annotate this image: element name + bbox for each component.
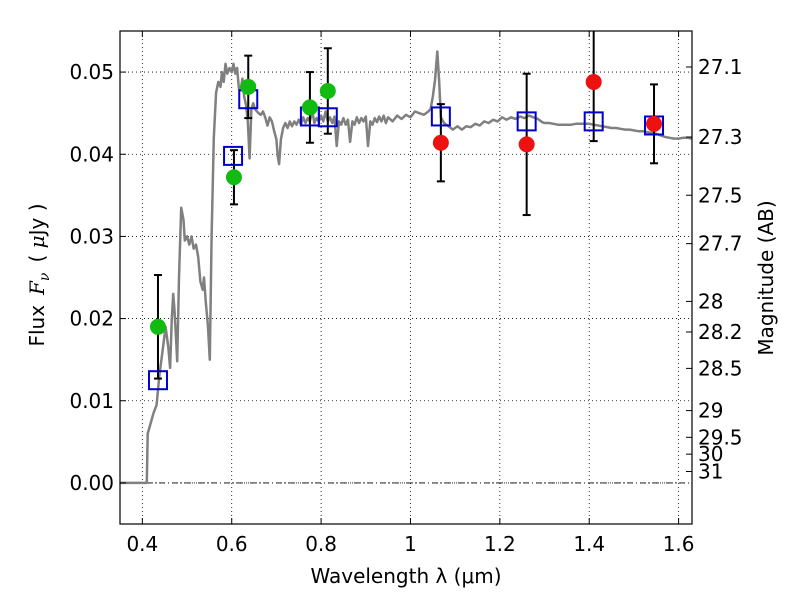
x-tick-label: 0.6 [216, 532, 248, 556]
right-tick-label: 27.5 [698, 183, 743, 207]
x-axis-ticks: 0.4 0.6 0.8 1 1.2 1.4 1.6 [126, 31, 695, 556]
y-tick-label: 0.03 [69, 224, 114, 248]
y-axis-title-mu: μ [25, 235, 49, 248]
x-tick-label: 0.8 [305, 532, 337, 556]
right-tick-label: 28.2 [698, 320, 743, 344]
observed-photometry-points [149, 73, 663, 335]
photometry-point [319, 82, 336, 99]
x-tick-label: 1 [404, 532, 417, 556]
photometry-point [518, 136, 535, 153]
right-axis-title: Magnitude (AB) [754, 200, 778, 355]
y-tick-label: 0.02 [69, 307, 114, 331]
right-tick-label: 30 [698, 442, 723, 466]
model-photometry-square [147, 370, 168, 391]
model-sed-line [120, 50, 693, 485]
x-axis-title: Wavelength λ (μm) [310, 564, 501, 588]
model-photometry-square [583, 111, 604, 132]
right-tick-label: 27.1 [698, 55, 743, 79]
right-tick-label: 29.5 [698, 425, 743, 449]
y-axis-title-prefix: Flux [25, 305, 49, 347]
grid [120, 31, 692, 524]
photometry-point [432, 134, 449, 151]
error-bars [153, 31, 659, 380]
x-tick-label: 0.4 [126, 532, 158, 556]
right-tick-label: 31 [698, 459, 723, 483]
model-photometry-squares [147, 89, 665, 391]
x-tick-label: 1.6 [663, 532, 695, 556]
x-tick-label: 1.4 [573, 532, 605, 556]
right-tick-label: 27.7 [698, 232, 743, 256]
photometry-point [585, 73, 602, 90]
y-tick-label: 0.00 [69, 471, 114, 495]
y-tick-label: 0.01 [69, 389, 114, 413]
y-axis-title-unit: Jy ) [25, 203, 49, 237]
y-axis-title-var: F [25, 280, 49, 296]
model-photometry-square [223, 145, 244, 166]
y-axis-ticks: 0.00 0.01 0.02 0.03 0.04 0.05 [69, 60, 126, 495]
x-tick-label: 1.2 [484, 532, 516, 556]
right-tick-label: 28 [698, 289, 723, 313]
model-photometry-square [516, 111, 537, 132]
model-photometry-square [430, 106, 451, 127]
right-tick-label: 28.5 [698, 356, 743, 380]
model-photometry-square [317, 107, 338, 128]
photometry-point [301, 99, 318, 116]
photometry-point [646, 115, 663, 132]
y-axis-title-unit-open: ( [25, 248, 49, 262]
photometry-point [240, 78, 257, 95]
y-tick-label: 0.04 [69, 142, 114, 166]
photometry-point [149, 318, 166, 335]
right-tick-label: 29 [698, 399, 723, 423]
plot-frame [119, 30, 693, 525]
y-tick-label: 0.05 [69, 60, 114, 84]
y-axis-title: Flux Fν ( μJy ) [25, 203, 53, 346]
right-tick-label: 27.3 [698, 125, 743, 149]
y-axis-title-sub: ν [37, 272, 53, 281]
photometry-point [225, 169, 242, 186]
